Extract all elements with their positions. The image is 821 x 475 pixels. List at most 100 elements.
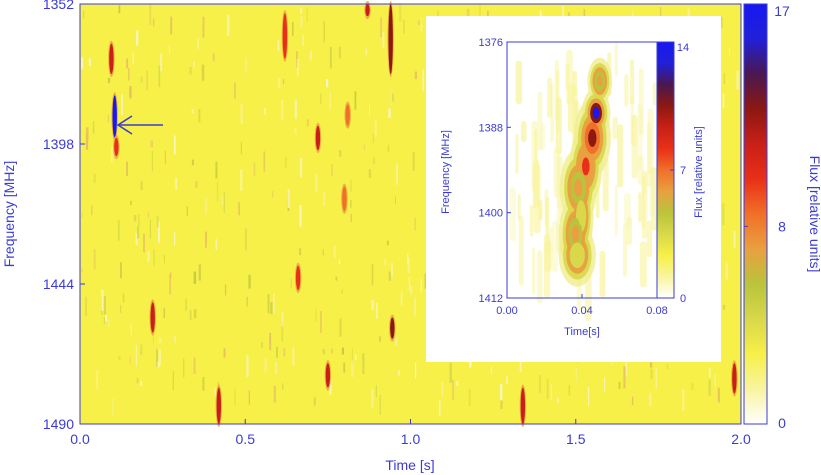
noise-streak — [438, 400, 441, 416]
noise-streak — [234, 82, 236, 99]
noise-streak — [341, 347, 344, 355]
noise-streak — [129, 356, 131, 365]
noise-streak — [173, 335, 176, 343]
noise-streak — [240, 141, 242, 155]
noise-streak — [420, 16, 422, 31]
noise-streak — [374, 120, 377, 137]
noise-streak — [132, 52, 134, 65]
inset-colorbar-label: Flux [relative units] — [693, 126, 705, 218]
noise-streak — [193, 309, 197, 319]
noise-streak — [388, 108, 391, 118]
noise-streak — [160, 53, 163, 72]
inset-noise-streak — [565, 63, 570, 90]
burst-mark — [365, 3, 370, 17]
noise-streak — [170, 16, 173, 35]
noise-streak — [143, 233, 145, 253]
inset-noise-streak — [647, 108, 654, 176]
noise-streak — [107, 319, 110, 327]
inset-noise-streak — [647, 122, 652, 188]
noise-streak — [350, 213, 352, 222]
noise-streak — [728, 47, 730, 55]
inset-burst-mark — [573, 248, 582, 263]
noise-streak — [388, 271, 391, 281]
noise-streak — [339, 318, 342, 337]
noise-streak — [238, 202, 240, 216]
noise-streak — [575, 367, 577, 383]
noise-streak — [299, 248, 302, 256]
noise-streak — [625, 358, 628, 376]
inset-y-tick-label: 1388 — [479, 122, 503, 134]
burst-mark — [109, 43, 114, 74]
noise-streak — [130, 200, 132, 205]
inset-noise-streak — [617, 124, 624, 188]
noise-streak — [390, 88, 392, 106]
noise-streak — [202, 16, 205, 38]
noise-streak — [379, 395, 381, 415]
noise-streak — [96, 370, 98, 390]
noise-streak — [365, 48, 368, 56]
noise-streak — [140, 181, 143, 191]
noise-streak — [338, 259, 341, 265]
inset-x-axis-label: Time[s] — [564, 326, 600, 338]
noise-streak — [146, 70, 148, 91]
inset-noise-streak — [533, 128, 538, 160]
noise-streak — [666, 364, 669, 370]
noise-streak — [112, 398, 114, 416]
noise-streak — [708, 367, 711, 378]
inset-noise-streak — [515, 60, 523, 105]
main-colorbar-label: Flux [relative units] — [807, 156, 821, 273]
noise-streak — [164, 150, 166, 165]
noise-streak — [120, 262, 122, 279]
noise-streak — [281, 321, 284, 342]
noise-streak — [120, 305, 122, 313]
noise-streak — [329, 92, 331, 110]
noise-streak — [306, 119, 309, 127]
inset-noise-streak — [515, 134, 519, 175]
noise-streak — [101, 289, 104, 311]
y-tick-label: 1490 — [43, 416, 74, 432]
noise-streak — [309, 51, 312, 60]
noise-streak — [618, 381, 621, 389]
noise-streak — [396, 163, 398, 185]
noise-streak — [135, 344, 137, 367]
noise-streak — [245, 228, 247, 251]
noise-streak — [326, 79, 329, 88]
noise-streak — [420, 278, 422, 293]
noise-streak — [331, 348, 333, 354]
noise-streak — [103, 317, 106, 324]
inset-noise-streak — [538, 199, 543, 221]
x-tick-label: 1.5 — [566, 431, 586, 447]
inset-x-tick-label: 0.04 — [571, 305, 592, 317]
burst-arrow-head — [116, 115, 133, 135]
inset-noise-streak — [520, 120, 527, 143]
noise-streak — [153, 249, 155, 266]
inset-noise-streak — [529, 204, 534, 237]
noise-streak — [292, 22, 294, 36]
noise-streak — [441, 382, 444, 396]
inset-burst-mark — [582, 157, 590, 176]
inset-noise-layer — [509, 42, 658, 321]
noise-streak — [362, 353, 365, 375]
noise-streak — [659, 7, 662, 23]
inset-noise-streak — [537, 91, 543, 151]
burst-mark — [325, 363, 331, 388]
noise-streak — [407, 258, 410, 273]
burst-mark — [520, 387, 526, 424]
noise-streak — [300, 16, 303, 28]
noise-streak — [215, 161, 218, 179]
inset-burst-mark — [588, 129, 597, 147]
noise-streak — [198, 109, 201, 123]
noise-streak — [281, 99, 284, 120]
noise-streak — [452, 379, 454, 401]
noise-streak — [223, 192, 225, 213]
noise-streak — [93, 249, 96, 270]
noise-streak — [587, 386, 590, 406]
inset-noise-streak — [624, 74, 629, 107]
noise-streak — [214, 388, 216, 395]
burst-mark — [295, 265, 301, 291]
inset-noise-streak — [509, 187, 516, 241]
noise-streak — [88, 58, 91, 66]
noise-streak — [331, 164, 333, 176]
noise-streak — [81, 212, 83, 218]
noise-streak — [722, 203, 725, 226]
